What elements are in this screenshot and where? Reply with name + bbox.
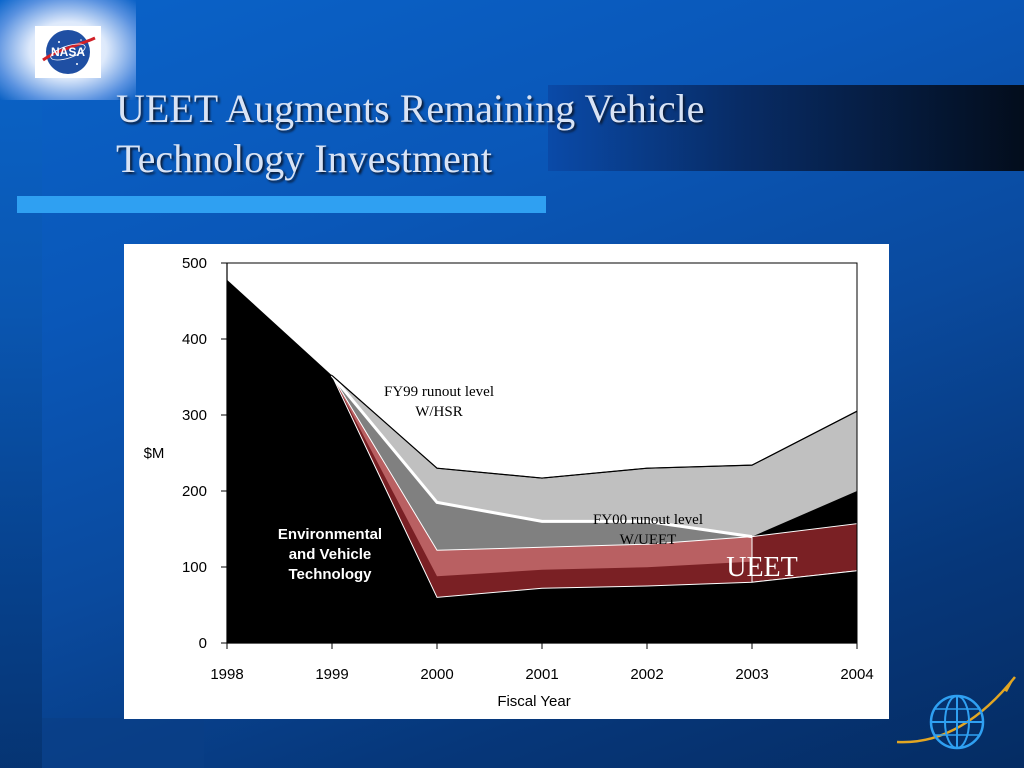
- logo-text: NASA: [51, 45, 85, 59]
- y-tick-label: 300: [182, 407, 207, 424]
- y-axis-label: $M: [144, 445, 165, 462]
- label-environmental-vehicle-technology: and Vehicle: [289, 546, 372, 563]
- plot-areas: [227, 279, 858, 644]
- title-underline: [17, 196, 546, 213]
- slide-title-line-1: UEET Augments Remaining Vehicle: [116, 86, 705, 131]
- y-tick-label: 0: [199, 635, 207, 652]
- y-tick-label: 200: [182, 483, 207, 500]
- label-fy99-runout: FY99 runout level: [384, 384, 494, 400]
- x-tick-label: 2002: [630, 666, 663, 683]
- label-fy00-runout: W/UEET: [620, 532, 677, 548]
- x-tick-label: 1999: [315, 666, 348, 683]
- x-tick-label: 1998: [210, 666, 243, 683]
- nasa-logo-icon: NASA: [42, 30, 96, 74]
- axes: 0 100 200 300 400 500 1998 1999 2000 2001 2002 2003…: [182, 255, 874, 683]
- x-axis-label: Fiscal Year: [497, 693, 570, 710]
- line-total: [331, 375, 858, 479]
- label-fy99-runout: W/HSR: [415, 404, 463, 420]
- area-chart: 0 100 200 300 400 500 1998 1999 2000 2001 2002 2003…: [144, 255, 874, 710]
- y-tick-label: 100: [182, 559, 207, 576]
- swoosh-line: [896, 676, 1016, 744]
- label-environmental-vehicle-technology: Technology: [288, 566, 372, 583]
- line-fy00-runout: [331, 375, 753, 551]
- background-bottom-band: [42, 718, 204, 768]
- series-labels: Environmental and Vehicle Technology FY99 r…: [278, 384, 798, 583]
- label-ueet: UEET: [726, 552, 798, 583]
- area-environmental-vehicle-technology: [227, 279, 857, 643]
- slide-title-line-2: Technology Investment: [116, 136, 492, 181]
- swoosh-arrow-icon: [1003, 677, 1015, 692]
- background-left-strip: [0, 0, 42, 768]
- y-tick-label: 500: [182, 255, 207, 272]
- y-tick-label: 400: [182, 331, 207, 348]
- label-environmental-vehicle-technology: Environmental: [278, 526, 382, 543]
- label-fy00-runout: FY00 runout level: [593, 512, 703, 528]
- title-bar: [548, 85, 1024, 171]
- slide-title: UEET Augments Remaining Vehicle Technolo…: [116, 84, 876, 184]
- line-env-tech-top: [331, 375, 858, 598]
- globe-swoosh-logo: [896, 676, 1016, 750]
- x-tick-label: 2003: [735, 666, 768, 683]
- nasa-logo: NASA: [35, 26, 101, 78]
- x-tick-label: 2004: [840, 666, 873, 683]
- line-fy99-runout: [330, 374, 753, 539]
- x-tick-label: 2001: [525, 666, 558, 683]
- area-ueet-light: [332, 375, 857, 598]
- chart-panel: 0 100 200 300 400 500 1998 1999 2000 2001 2002 2003…: [124, 244, 889, 719]
- x-tick-label: 2000: [420, 666, 453, 683]
